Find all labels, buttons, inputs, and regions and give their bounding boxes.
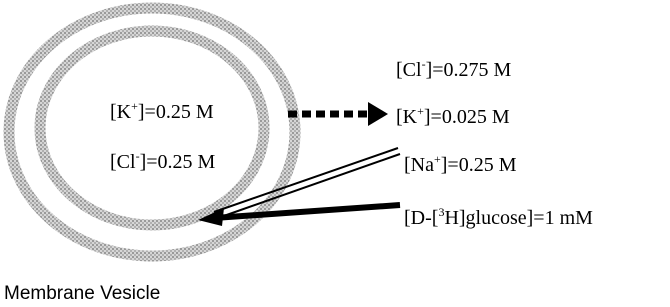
outside-label: [Na+]=0.25 M bbox=[404, 155, 517, 175]
label-part: - bbox=[422, 57, 426, 71]
label-part: [K bbox=[110, 101, 131, 123]
label-part: H]glucose]=1 mM bbox=[444, 207, 592, 229]
label-part: + bbox=[434, 152, 441, 166]
outside-label: [Cl-]=0.275 M bbox=[396, 60, 511, 80]
label-part: - bbox=[136, 149, 140, 163]
diagram bbox=[0, 0, 670, 307]
label-part: 3 bbox=[438, 205, 444, 219]
label-part: [D-[ bbox=[404, 207, 438, 229]
label-part: [Cl bbox=[396, 59, 422, 81]
inner-membrane bbox=[40, 31, 264, 225]
label-part: ]=0.025 M bbox=[424, 106, 510, 128]
solid-line bbox=[214, 205, 400, 218]
label-part: [Na bbox=[404, 154, 434, 176]
label-part: [K bbox=[396, 106, 417, 128]
arrow-head bbox=[368, 102, 388, 126]
label-part: ]=0.25 M bbox=[138, 101, 214, 123]
label-part: + bbox=[131, 99, 138, 113]
outside-label: [D-[3H]glucose]=1 mM bbox=[404, 208, 593, 228]
label-part: ]=0.25 M bbox=[441, 154, 517, 176]
label-part: ]=0.275 M bbox=[426, 59, 512, 81]
inside-label: [Cl-]=0.25 M bbox=[110, 152, 215, 172]
outside-label: [K+]=0.025 M bbox=[396, 107, 510, 127]
caption: Membrane Vesicle bbox=[4, 283, 160, 305]
label-part: [Cl bbox=[110, 151, 136, 173]
label-part: + bbox=[417, 104, 424, 118]
outer-membrane bbox=[9, 8, 295, 256]
inside-label: [K+]=0.25 M bbox=[110, 102, 214, 122]
page: {"inside": [ {"pre": "[K", "sup": "+", "… bbox=[0, 0, 670, 307]
label-part: ]=0.25 M bbox=[140, 151, 216, 173]
